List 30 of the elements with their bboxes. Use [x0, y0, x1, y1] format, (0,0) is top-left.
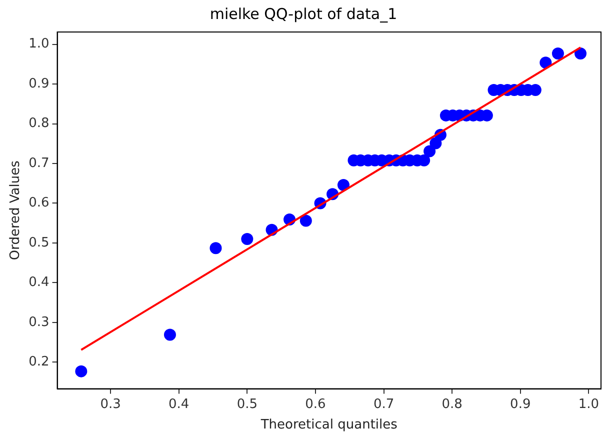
y-tick-label: 0.6 [28, 196, 50, 211]
point [337, 178, 350, 191]
y-tick-label: 0.9 [28, 76, 50, 92]
chart-title: mielke QQ-plot of data_1 [210, 4, 398, 23]
y-tick-label: 0.5 [28, 235, 50, 250]
x-tick-label: 0.3 [100, 396, 121, 412]
point [552, 47, 564, 60]
y-tick-label: 0.8 [28, 116, 50, 132]
x-tick-label: 0.8 [442, 396, 462, 412]
y-tick-label: 1.0 [28, 36, 50, 52]
x-axis-title: Theoretical quantiles [260, 418, 398, 433]
y-tick-label: 0.3 [28, 314, 50, 330]
y-axis-title: Ordered Values [8, 160, 24, 260]
y-tick-label: 0.2 [28, 354, 50, 370]
point [540, 56, 552, 69]
point [210, 242, 222, 254]
point [164, 328, 176, 341]
x-tick-label: 0.6 [305, 396, 326, 412]
y-tick-label: 0.7 [28, 156, 50, 171]
x-tick-label: 0.5 [236, 396, 258, 412]
x-tick-label: 0.4 [168, 396, 190, 412]
point [75, 365, 88, 378]
point [300, 214, 312, 227]
y-tick-label: 0.4 [28, 275, 50, 290]
x-tick-label: 0.7 [373, 396, 394, 412]
x-tick-label: 1.0 [578, 396, 600, 412]
point [241, 233, 254, 246]
x-tick-label: 0.9 [510, 396, 531, 412]
point [424, 145, 436, 158]
point [574, 47, 587, 60]
